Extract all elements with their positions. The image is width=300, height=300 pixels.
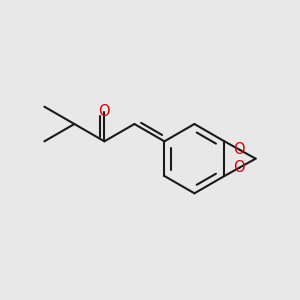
Text: O: O — [234, 160, 245, 175]
Text: O: O — [99, 104, 110, 119]
Text: O: O — [234, 142, 245, 157]
